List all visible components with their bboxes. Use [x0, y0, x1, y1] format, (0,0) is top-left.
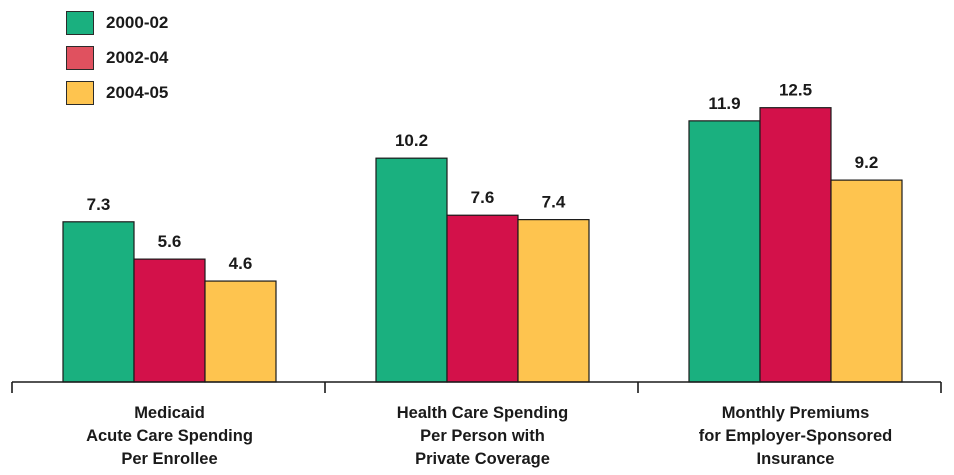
bar-2000-02-group-3 — [688, 120, 761, 383]
data-label-2002-04-group-3: 12.5 — [779, 81, 812, 100]
category-label-1-line-1: Medicaid — [134, 404, 205, 422]
data-label-2004-05-group-1: 4.6 — [229, 254, 253, 273]
data-label-2004-05-group-3: 9.2 — [855, 153, 879, 172]
data-label-2000-02-group-3: 11.9 — [708, 94, 740, 113]
data-label-2000-02-group-1: 7.3 — [87, 195, 111, 214]
category-label-1-line-2: Acute Care Spending — [86, 427, 253, 445]
legend-swatch-2000-02 — [66, 11, 94, 35]
bar-2000-02-group-2 — [375, 157, 448, 383]
category-label-3-line-1: Monthly Premiums — [722, 404, 870, 422]
legend-label-2002-04: 2002-04 — [106, 48, 169, 67]
data-label-2000-02-group-2: 10.2 — [395, 131, 428, 150]
category-label-2-line-1: Health Care Spending — [397, 404, 568, 422]
category-label-2-line-3: Private Coverage — [415, 450, 550, 468]
legend-swatch-2004-05 — [66, 81, 94, 105]
bar-2002-04-group-2 — [446, 214, 519, 383]
legend-item-2002-04: 2002-04 — [66, 45, 168, 71]
bar-2000-02-group-1 — [62, 221, 135, 383]
legend-item-2000-02: 2000-02 — [66, 10, 168, 36]
legend: 2000-02 2002-04 2004-05 — [66, 10, 168, 115]
legend-item-2004-05: 2004-05 — [66, 80, 168, 106]
category-label-3-line-2: for Employer-Sponsored — [699, 427, 892, 445]
bar-2004-05-group-2 — [517, 219, 590, 383]
legend-label-2004-05: 2004-05 — [106, 83, 169, 102]
bar-2002-04-group-1 — [133, 258, 206, 383]
category-label-2-line-2: Per Person with — [420, 427, 545, 445]
legend-label-2000-02: 2000-02 — [106, 13, 169, 32]
bar-2004-05-group-3 — [830, 179, 903, 383]
data-label-2002-04-group-2: 7.6 — [471, 188, 495, 207]
bar-2004-05-group-1 — [204, 280, 277, 383]
data-label-2004-05-group-2: 7.4 — [542, 193, 566, 212]
legend-swatch-2002-04 — [66, 46, 94, 70]
category-label-3-line-3: Insurance — [757, 450, 835, 468]
category-label-1-line-3: Per Enrollee — [121, 450, 217, 468]
data-label-2002-04-group-1: 5.6 — [158, 232, 182, 251]
bar-2002-04-group-3 — [759, 107, 832, 383]
